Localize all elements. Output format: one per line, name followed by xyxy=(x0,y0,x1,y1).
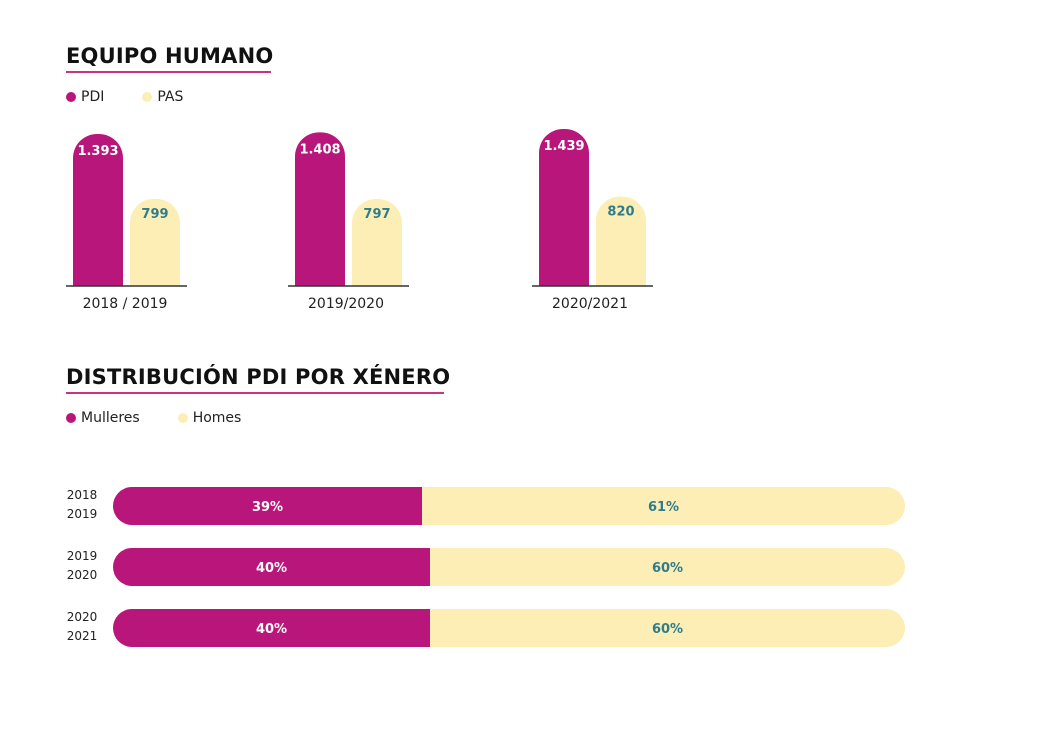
row-label-bottom-1: 2020 xyxy=(67,568,98,582)
category-label-0: 2018 / 2019 xyxy=(83,296,168,312)
category-label-2: 2020/2021 xyxy=(552,296,628,312)
bar-pdi-1 xyxy=(295,132,345,286)
hbar-value-mulleres-0: 39% xyxy=(252,500,283,515)
legend-item-pas: PAS xyxy=(142,89,183,105)
title-underline-equipo xyxy=(66,71,271,73)
hbar-mulleres-0 xyxy=(113,487,422,525)
hbar-mulleres-2 xyxy=(113,609,430,647)
legend-dot-pdi xyxy=(66,92,76,102)
hbar-mulleres-1 xyxy=(113,548,430,586)
legend-item-mulleres: Mulleres xyxy=(66,410,140,426)
bar-value-pdi-0: 1.393 xyxy=(77,144,118,159)
hbar-homes-2 xyxy=(430,609,905,647)
chart-title-distribucion: DISTRIBUCIÓN PDI POR XÉNERO xyxy=(66,365,451,389)
row-label-top-0: 2018 xyxy=(67,488,98,502)
hbar-value-homes-1: 60% xyxy=(652,561,683,576)
bar-pdi-0 xyxy=(73,134,123,286)
bar-value-pas-2: 820 xyxy=(607,205,634,220)
row-label-top-1: 2019 xyxy=(67,549,98,563)
bar-value-pas-0: 799 xyxy=(141,207,168,222)
bar-pas-1 xyxy=(352,199,402,286)
hbar-homes-0 xyxy=(422,487,905,525)
bar-value-pdi-1: 1.408 xyxy=(299,142,340,157)
legend-distribucion: Mulleres Homes xyxy=(66,410,279,426)
row-label-bottom-0: 2019 xyxy=(67,507,98,521)
category-label-1: 2019/2020 xyxy=(308,296,384,312)
hbar-value-mulleres-1: 40% xyxy=(256,561,287,576)
row-label-bottom-2: 2021 xyxy=(67,629,98,643)
legend-dot-pas xyxy=(142,92,153,102)
hbar-value-homes-0: 61% xyxy=(648,500,679,515)
bar-pdi-2 xyxy=(539,129,589,286)
legend-dot-mulleres xyxy=(66,413,76,423)
title-underline-distribucion xyxy=(66,392,444,394)
bar-value-pdi-2: 1.439 xyxy=(543,139,584,154)
hbar-homes-1 xyxy=(430,548,905,586)
bar-pas-0 xyxy=(130,198,180,286)
legend-item-pdi: PDI xyxy=(66,89,104,105)
legend-label-pas: PAS xyxy=(157,89,184,105)
hbar-value-mulleres-2: 40% xyxy=(256,622,287,637)
hbar-value-homes-2: 60% xyxy=(652,622,683,637)
legend-label-pdi: PDI xyxy=(81,89,105,105)
chart-title-equipo: EQUIPO HUMANO xyxy=(66,44,274,68)
legend-label-mulleres: Mulleres xyxy=(81,410,140,426)
legend-label-homes: Homes xyxy=(192,410,242,426)
bar-value-pas-1: 797 xyxy=(363,207,390,222)
row-label-top-2: 2020 xyxy=(67,610,98,624)
bar-pas-2 xyxy=(596,196,646,286)
legend-equipo: PDI PAS xyxy=(66,89,221,105)
legend-dot-homes xyxy=(177,413,188,423)
legend-item-homes: Homes xyxy=(177,410,242,426)
